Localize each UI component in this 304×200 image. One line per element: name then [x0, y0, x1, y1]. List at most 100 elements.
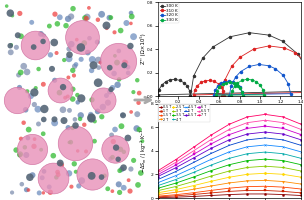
330 K — [214, 94, 218, 96]
Point — [52, 41, 57, 44]
Line: 3 T: 3 T — [157, 165, 302, 192]
Point — [137, 91, 142, 95]
5.5 T — [174, 167, 178, 169]
Point — [24, 153, 29, 157]
Line: 310 K: 310 K — [192, 45, 304, 97]
Line: 3.5 T: 3.5 T — [157, 158, 302, 189]
Point — [140, 140, 145, 143]
1.5 T — [245, 185, 249, 188]
Point — [72, 65, 77, 68]
2 T — [299, 183, 303, 185]
7 T — [245, 116, 249, 118]
2 T — [227, 182, 231, 184]
Point — [66, 76, 71, 79]
Point — [41, 34, 46, 37]
1 T — [227, 190, 231, 193]
2 T — [174, 191, 178, 193]
5 T — [192, 161, 195, 164]
Point — [120, 113, 125, 116]
Y-axis label: $-\Delta S_m$ / J kg$^{-1}$ K$^{-1}$: $-\Delta S_m$ / J kg$^{-1}$ K$^{-1}$ — [139, 129, 150, 173]
Point — [70, 126, 75, 130]
Point — [42, 170, 47, 173]
4 T — [245, 153, 249, 155]
310 K — [193, 89, 197, 91]
320 K — [223, 81, 226, 83]
2.5 T — [192, 184, 195, 187]
Point — [126, 65, 130, 69]
Point — [96, 66, 101, 69]
Point — [92, 140, 97, 143]
Point — [8, 12, 13, 15]
Point — [79, 179, 84, 182]
4.5 T — [174, 174, 178, 177]
4 T — [210, 164, 213, 166]
3 T — [299, 170, 303, 172]
300 K — [168, 79, 171, 81]
Point — [60, 85, 65, 89]
3.5 T — [299, 163, 303, 166]
310 K — [223, 79, 226, 81]
4.5 T — [156, 182, 160, 184]
5.5 T — [263, 131, 267, 133]
Point — [48, 191, 53, 194]
2.5 T — [299, 176, 303, 178]
300 K — [247, 31, 251, 34]
Point — [107, 16, 112, 19]
3.5 T — [227, 163, 231, 166]
0.5 T — [263, 193, 267, 195]
Point — [99, 13, 104, 16]
0.5 T — [227, 193, 231, 196]
Line: 5 T: 5 T — [157, 137, 302, 181]
Point — [126, 136, 130, 140]
4 T — [227, 157, 231, 160]
Point — [32, 91, 37, 94]
Point — [41, 191, 46, 194]
2.5 T — [245, 173, 249, 176]
Point — [90, 98, 95, 101]
5 T — [227, 144, 231, 147]
6 T — [210, 143, 213, 145]
Point — [64, 24, 68, 27]
1.5 T — [281, 186, 285, 188]
Legend: 0.5 T, 1 T, 1.5 T, 2 T, 2.5 T, 3 T, 3.5 T, 4 T, 4.5 T, 5 T, 5.5 T, 6 T, 6.5 T, 7: 0.5 T, 1 T, 1.5 T, 2 T, 2.5 T, 3 T, 3.5 … — [158, 104, 210, 122]
320 K — [239, 70, 243, 73]
6 T — [174, 164, 178, 166]
320 K — [274, 67, 277, 70]
Point — [16, 34, 20, 37]
Line: 0.5 T: 0.5 T — [157, 193, 302, 199]
7 T — [299, 123, 303, 125]
1.5 T — [263, 185, 267, 187]
Point — [71, 74, 76, 77]
300 K — [192, 75, 195, 77]
Point — [126, 179, 131, 182]
Line: 6 T: 6 T — [157, 125, 302, 176]
Point — [89, 174, 94, 177]
Point — [40, 176, 45, 179]
Point — [14, 46, 19, 49]
310 K — [222, 90, 225, 92]
7 T — [174, 159, 178, 161]
6.5 T — [174, 161, 178, 164]
4.5 T — [281, 146, 285, 148]
Point — [100, 105, 105, 109]
2 T — [156, 193, 160, 196]
Point — [68, 141, 73, 144]
Point — [116, 183, 121, 186]
Point — [18, 71, 23, 74]
Point — [58, 89, 63, 92]
Point — [57, 162, 62, 165]
Point — [129, 110, 133, 114]
Point — [29, 21, 34, 24]
Point — [16, 73, 21, 77]
Point — [111, 140, 116, 143]
320 K — [267, 64, 270, 67]
Point — [69, 185, 74, 188]
330 K — [230, 95, 233, 97]
Point — [122, 64, 127, 67]
Point — [128, 44, 133, 48]
320 K — [241, 95, 244, 97]
Point — [14, 148, 19, 152]
Line: 5.5 T: 5.5 T — [157, 131, 302, 178]
310 K — [199, 81, 203, 84]
3 T — [245, 166, 249, 169]
